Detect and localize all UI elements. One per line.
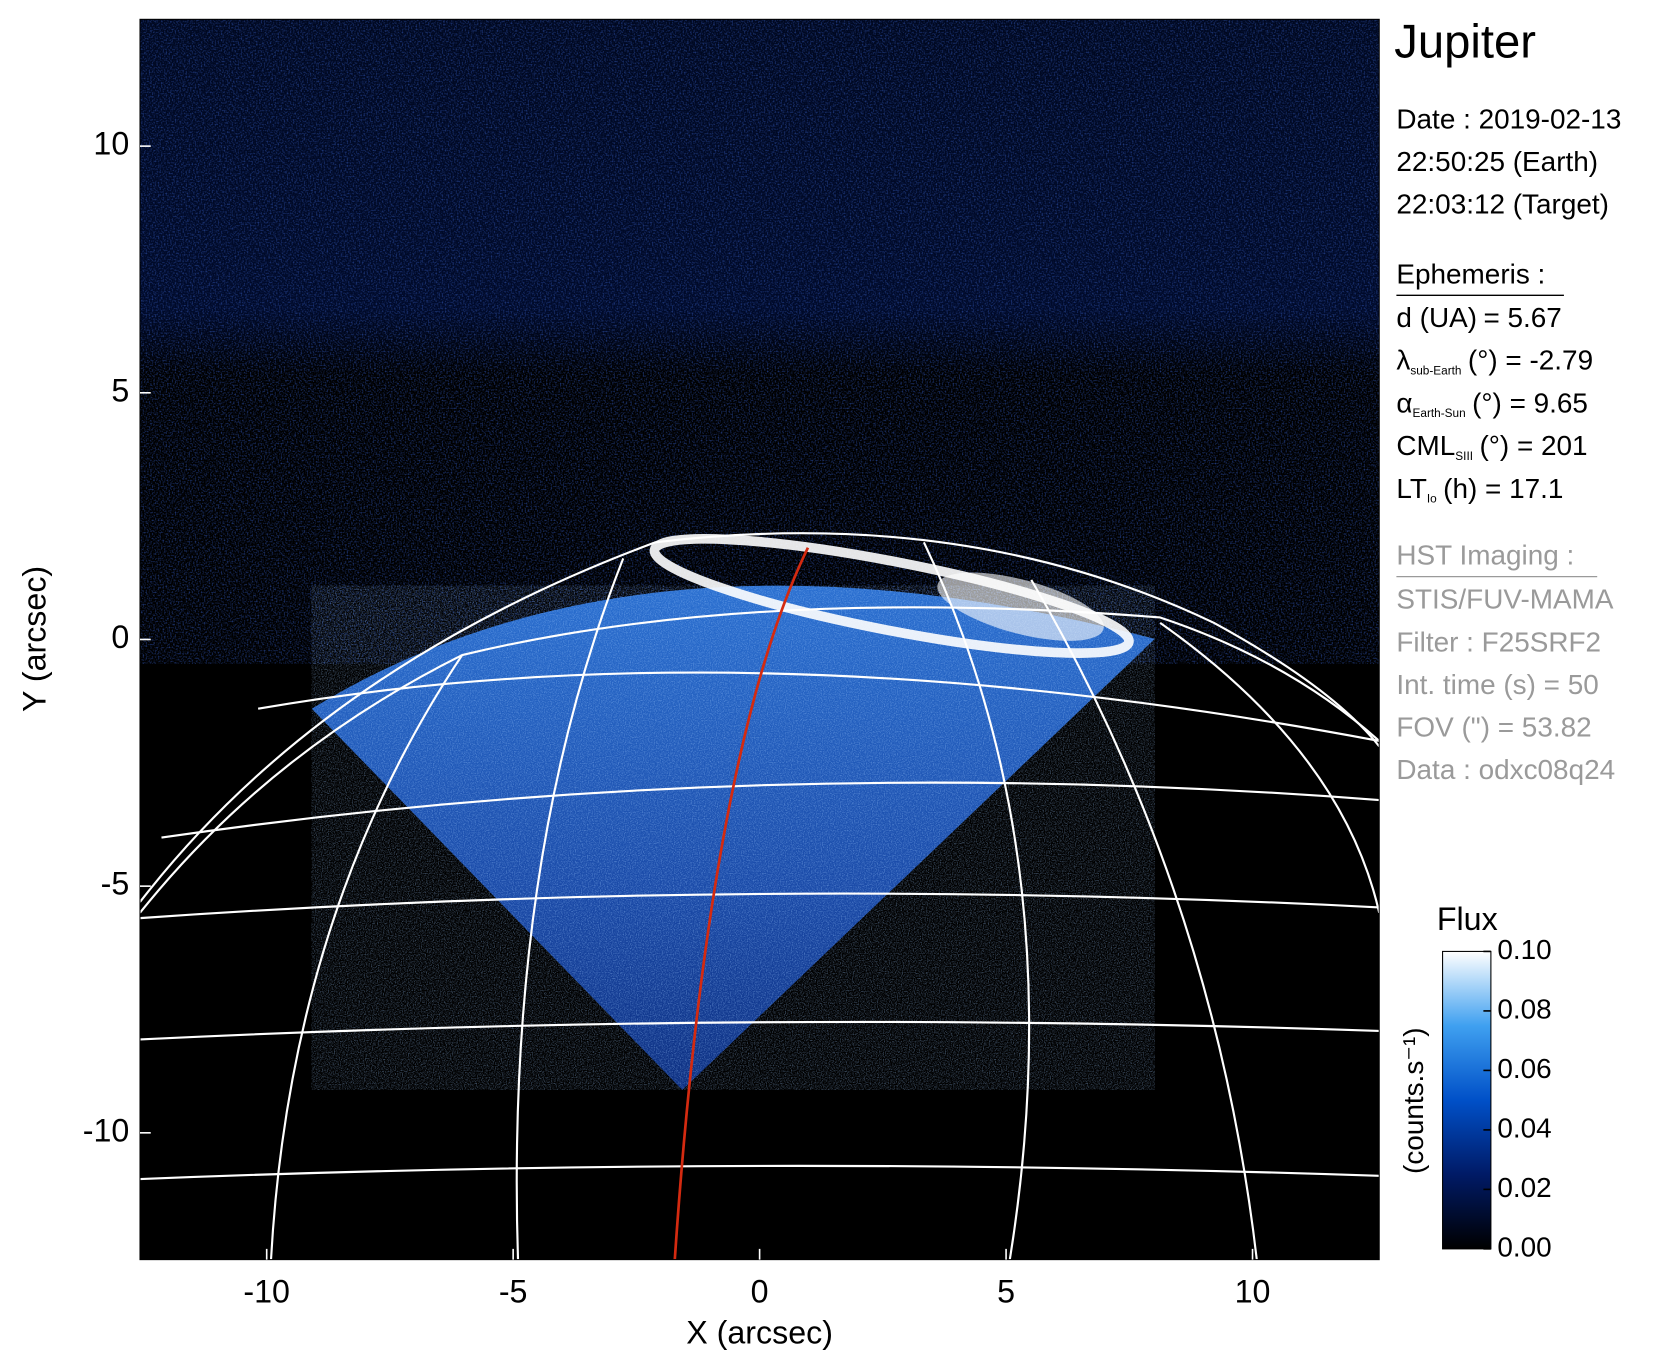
instrument-line: Data : odxc08q24 <box>1396 754 1615 785</box>
target-name: Jupiter <box>1394 16 1536 69</box>
limb-inner <box>140 606 1380 914</box>
ephemeris-row: LTIo (h) = 17.1 <box>1396 473 1563 505</box>
x-tick-label: 5 <box>997 1273 1015 1309</box>
latitude-line <box>140 1020 1380 1041</box>
colorbar-tick-label: 0.00 <box>1497 1231 1551 1262</box>
row-value: (h) = 17.1 <box>1443 473 1563 504</box>
instrument-title: HST Imaging : <box>1396 540 1574 571</box>
colorbar <box>1442 950 1492 1250</box>
planet-grid <box>140 532 1380 1260</box>
longitude-line <box>1030 579 1258 1260</box>
x-tick-label: 10 <box>1235 1273 1271 1309</box>
colorbar-tick-label: 0.04 <box>1497 1112 1551 1143</box>
colorbar-tick-label: 0.10 <box>1497 934 1551 965</box>
ephemeris-row: CMLSIII (°) = 201 <box>1396 431 1587 463</box>
instrument-line: Int. time (s) = 50 <box>1396 669 1598 700</box>
y-tick-label: 10 <box>93 126 129 162</box>
colorbar-tick-label: 0.08 <box>1497 993 1551 1024</box>
row-subscript: sub-Earth <box>1410 363 1461 377</box>
row-subscript: Io <box>1427 492 1437 506</box>
limb <box>140 532 1380 903</box>
row-label: LT <box>1396 473 1427 504</box>
y-tick-label: 5 <box>111 372 129 408</box>
x-tick-label: -5 <box>499 1273 528 1309</box>
row-value: (°) = 9.65 <box>1472 388 1588 419</box>
instrument-line: Filter : F25SRF2 <box>1396 626 1601 657</box>
row-subscript: Earth-Sun <box>1413 406 1466 420</box>
latitude-line <box>140 892 1380 920</box>
latitude-line <box>140 1164 1380 1181</box>
x-tick-label: 0 <box>751 1273 769 1309</box>
auroral-oval <box>649 534 1134 658</box>
row-value: = 5.67 <box>1483 302 1561 333</box>
instrument-line: STIS/FUV-MAMA <box>1396 584 1613 615</box>
ephemeris-row: αEarth-Sun (°) = 9.65 <box>1396 388 1588 420</box>
row-subscript: SIII <box>1455 449 1473 463</box>
instrument-line: FOV (") = 53.82 <box>1396 711 1591 742</box>
y-axis-label: Y (arcsec) <box>16 566 52 712</box>
x-tick-label: -10 <box>243 1273 290 1309</box>
longitude-line <box>269 654 464 1260</box>
latitude-line <box>257 671 1380 743</box>
auroral-spot <box>937 572 1104 641</box>
y-tick-label: -10 <box>83 1112 130 1148</box>
colorbar-tick-label: 0.02 <box>1497 1172 1551 1203</box>
date-line: 22:50:25 (Earth) <box>1396 146 1598 177</box>
longitude-line <box>1159 621 1380 914</box>
ephemeris-title: Ephemeris : <box>1396 258 1545 289</box>
row-label: d (UA) <box>1396 302 1477 333</box>
row-value: (°) = -2.79 <box>1468 345 1593 376</box>
y-tick-label: 0 <box>111 619 129 655</box>
info-panel: Date : 2019-02-13 22:50:25 (Earth) 22:03:1… <box>1396 104 1621 785</box>
longitude-line <box>515 558 625 1260</box>
colorbar-tick-label: 0.06 <box>1497 1053 1551 1084</box>
y-tick-label: -5 <box>101 866 130 902</box>
date-line: 22:03:12 (Target) <box>1396 189 1609 220</box>
latitude-line <box>161 781 1380 839</box>
central-meridian <box>673 547 810 1260</box>
row-value: (°) = 201 <box>1479 431 1587 462</box>
date-line: Date : 2019-02-13 <box>1396 104 1621 135</box>
sky-noise <box>140 19 1380 664</box>
row-label: α <box>1396 388 1412 419</box>
row-label: λ <box>1396 345 1410 376</box>
colorbar-title: Flux <box>1437 901 1498 937</box>
row-label: CML <box>1396 431 1455 462</box>
x-axis-label: X (arcsec) <box>686 1314 833 1350</box>
longitude-line <box>922 541 1031 1260</box>
ephemeris-row: λsub-Earth (°) = -2.79 <box>1396 345 1593 377</box>
colorbar-label: (counts.s⁻¹) <box>1398 1027 1429 1174</box>
disk-noise <box>311 585 1155 1090</box>
image <box>140 19 1380 1260</box>
ephemeris-row: d (UA) = 5.67 <box>1396 302 1561 333</box>
